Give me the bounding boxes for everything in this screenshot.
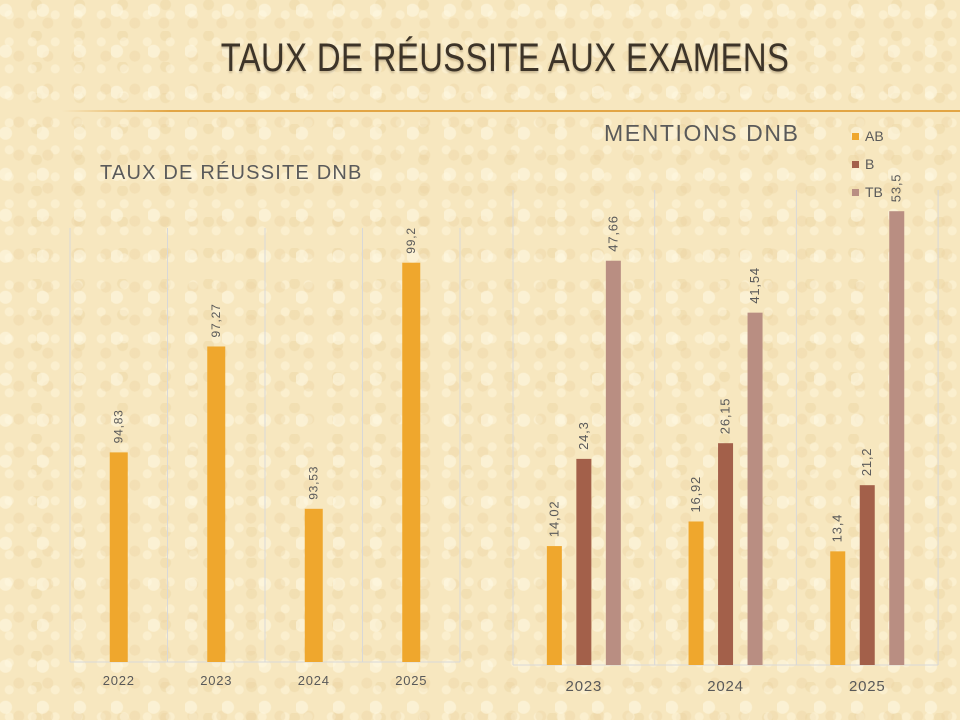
data-label-mention-ab-2023: 14,02 <box>546 501 561 538</box>
data-label-reussite-2022: 94,83 <box>112 409 126 443</box>
data-label-reussite-2025: 99,2 <box>404 227 418 254</box>
legend-label-b: B <box>865 156 875 172</box>
bar-mention-ab-2025 <box>830 551 846 665</box>
data-label-mention-ab-2025: 13,4 <box>830 514 845 543</box>
legend-item-ab: AB <box>852 122 884 150</box>
bar-mention-b-2024 <box>718 443 734 665</box>
data-label-mention-b-2024: 26,15 <box>718 398 733 435</box>
title-divider <box>62 110 960 112</box>
x-tick-label-mentions-2024: 2024 <box>707 678 744 695</box>
bar-reussite-2025 <box>402 262 421 662</box>
bar-mention-ab-2024 <box>688 521 704 665</box>
data-label-mention-tb-2024: 41,54 <box>747 267 762 304</box>
chart-title-reussite: TAUX DE RÉUSSITE DNB <box>100 162 363 184</box>
x-tick-label-2023: 2023 <box>200 673 232 688</box>
chart-title-mentions: MENTIONS DNB <box>604 120 800 146</box>
x-tick-label-mentions-2025: 2025 <box>849 678 886 695</box>
bar-reussite-2024 <box>304 508 323 662</box>
data-label-mention-tb-2025: 53,5 <box>889 174 904 203</box>
legend-item-tb: TB <box>852 178 884 206</box>
legend-swatch-b <box>852 160 859 168</box>
x-tick-label-2024: 2024 <box>298 673 330 688</box>
legend-swatch-ab <box>852 132 859 140</box>
data-label-mention-tb-2023: 47,66 <box>605 215 620 252</box>
data-label-mention-b-2023: 24,3 <box>576 421 591 450</box>
data-label-mention-ab-2024: 16,92 <box>688 476 703 513</box>
data-label-reussite-2023: 97,27 <box>209 303 223 337</box>
bar-mention-tb-2024 <box>747 312 763 665</box>
bar-mention-b-2023 <box>576 458 592 665</box>
bar-mention-tb-2023 <box>605 260 621 665</box>
x-tick-label-2025: 2025 <box>395 673 427 688</box>
data-label-reussite-2024: 93,53 <box>307 466 321 500</box>
legend-swatch-tb <box>852 188 859 196</box>
slide-title: TAUX DE RÉUSSITE AUX EXAMENS <box>220 36 790 80</box>
legend-label-ab: AB <box>865 128 884 144</box>
bar-mention-ab-2023 <box>546 546 562 665</box>
bar-mention-tb-2025 <box>889 211 905 665</box>
legend-item-b: B <box>852 150 884 178</box>
bar-reussite-2023 <box>207 346 226 662</box>
data-label-mention-b-2025: 21,2 <box>859 448 874 477</box>
bar-mention-b-2025 <box>859 485 875 665</box>
x-tick-label-2022: 2022 <box>103 673 135 688</box>
bar-reussite-2022 <box>109 452 128 662</box>
x-tick-label-mentions-2023: 2023 <box>566 678 603 695</box>
chart-legend: AB B TB <box>852 122 884 206</box>
legend-label-tb: TB <box>865 184 883 200</box>
